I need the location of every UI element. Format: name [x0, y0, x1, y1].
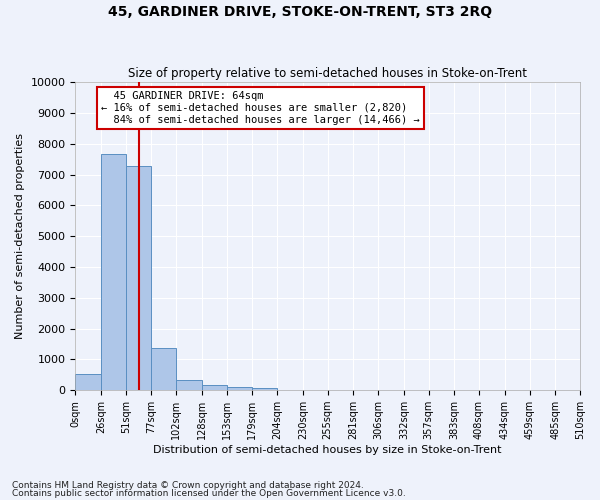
Bar: [75, 374, 101, 390]
X-axis label: Distribution of semi-detached houses by size in Stoke-on-Trent: Distribution of semi-detached houses by …: [154, 445, 502, 455]
Y-axis label: Number of semi-detached properties: Number of semi-detached properties: [15, 133, 25, 339]
Text: Contains public sector information licensed under the Open Government Licence v3: Contains public sector information licen…: [12, 489, 406, 498]
Bar: [176, 380, 202, 390]
Bar: [202, 386, 227, 390]
Text: Contains HM Land Registry data © Crown copyright and database right 2024.: Contains HM Land Registry data © Crown c…: [12, 480, 364, 490]
Text: 45, GARDINER DRIVE, STOKE-ON-TRENT, ST3 2RQ: 45, GARDINER DRIVE, STOKE-ON-TRENT, ST3 …: [108, 5, 492, 19]
Bar: [253, 388, 277, 390]
Bar: [101, 154, 126, 390]
Bar: [227, 387, 253, 390]
Bar: [126, 166, 151, 390]
Title: Size of property relative to semi-detached houses in Stoke-on-Trent: Size of property relative to semi-detach…: [128, 66, 527, 80]
Text: 45 GARDINER DRIVE: 64sqm
← 16% of semi-detached houses are smaller (2,820)
  84%: 45 GARDINER DRIVE: 64sqm ← 16% of semi-d…: [101, 92, 420, 124]
Bar: [151, 348, 176, 390]
